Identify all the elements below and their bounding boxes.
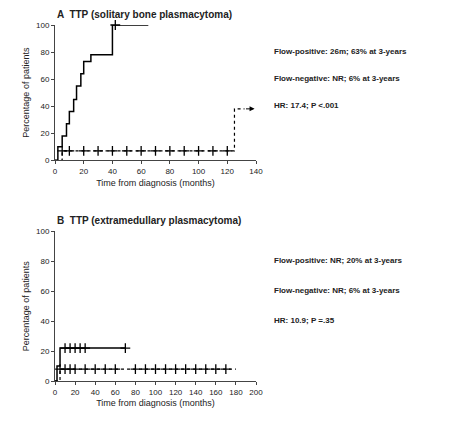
svg-text:20: 20 xyxy=(40,347,49,356)
svg-text:Percentage of patients: Percentage of patients xyxy=(21,47,31,138)
svg-text:60: 60 xyxy=(40,287,49,296)
svg-text:HR: 17.4; P <.001: HR: 17.4; P <.001 xyxy=(274,101,339,110)
svg-text:120: 120 xyxy=(169,388,183,397)
svg-text:100: 100 xyxy=(36,227,50,236)
svg-text:0: 0 xyxy=(45,156,50,165)
svg-text:180: 180 xyxy=(229,388,243,397)
svg-text:160: 160 xyxy=(209,388,223,397)
svg-text:HR: 10.9; P =.35: HR: 10.9; P =.35 xyxy=(274,316,335,325)
svg-text:60: 60 xyxy=(40,75,49,84)
svg-text:Flow-negative: NR; 6% at 3-yea: Flow-negative: NR; 6% at 3-years xyxy=(274,74,400,83)
svg-text:Flow-positive: 26m; 63% at 3-y: Flow-positive: 26m; 63% at 3-years xyxy=(274,47,407,56)
svg-text:Time from diagnosis (months): Time from diagnosis (months) xyxy=(96,178,215,188)
svg-text:100: 100 xyxy=(149,388,163,397)
svg-text:Percentage of patients: Percentage of patients xyxy=(21,261,31,352)
svg-text:0: 0 xyxy=(53,388,58,397)
svg-text:80: 80 xyxy=(131,388,140,397)
svg-text:Flow-negative: NR; 6% at 3-yea: Flow-negative: NR; 6% at 3-years xyxy=(274,286,400,295)
svg-text:40: 40 xyxy=(91,388,100,397)
svg-text:100: 100 xyxy=(36,21,50,30)
svg-text:80: 80 xyxy=(40,48,49,57)
svg-text:40: 40 xyxy=(108,167,117,176)
svg-text:0: 0 xyxy=(45,377,50,386)
svg-text:20: 20 xyxy=(71,388,80,397)
svg-text:B TTP (extramedullary plasmac: B TTP (extramedullary plasmacytoma) xyxy=(57,215,241,226)
svg-text:100: 100 xyxy=(192,167,206,176)
svg-text:20: 20 xyxy=(40,129,49,138)
svg-text:A TTP (solitary bone plasmacy: A TTP (solitary bone plasmacytoma) xyxy=(57,9,232,20)
svg-text:60: 60 xyxy=(137,167,146,176)
svg-text:40: 40 xyxy=(40,317,49,326)
svg-text:200: 200 xyxy=(249,388,263,397)
svg-text:140: 140 xyxy=(249,167,263,176)
svg-text:80: 80 xyxy=(40,257,49,266)
svg-text:20: 20 xyxy=(79,167,88,176)
svg-text:Time from diagnosis (months): Time from diagnosis (months) xyxy=(96,398,215,408)
svg-text:40: 40 xyxy=(40,102,49,111)
svg-text:80: 80 xyxy=(165,167,174,176)
svg-text:120: 120 xyxy=(221,167,235,176)
svg-text:0: 0 xyxy=(53,167,58,176)
svg-text:140: 140 xyxy=(189,388,203,397)
svg-text:60: 60 xyxy=(111,388,120,397)
svg-text:Flow-positive: NR; 20% at 3-ye: Flow-positive: NR; 20% at 3-years xyxy=(274,256,403,265)
